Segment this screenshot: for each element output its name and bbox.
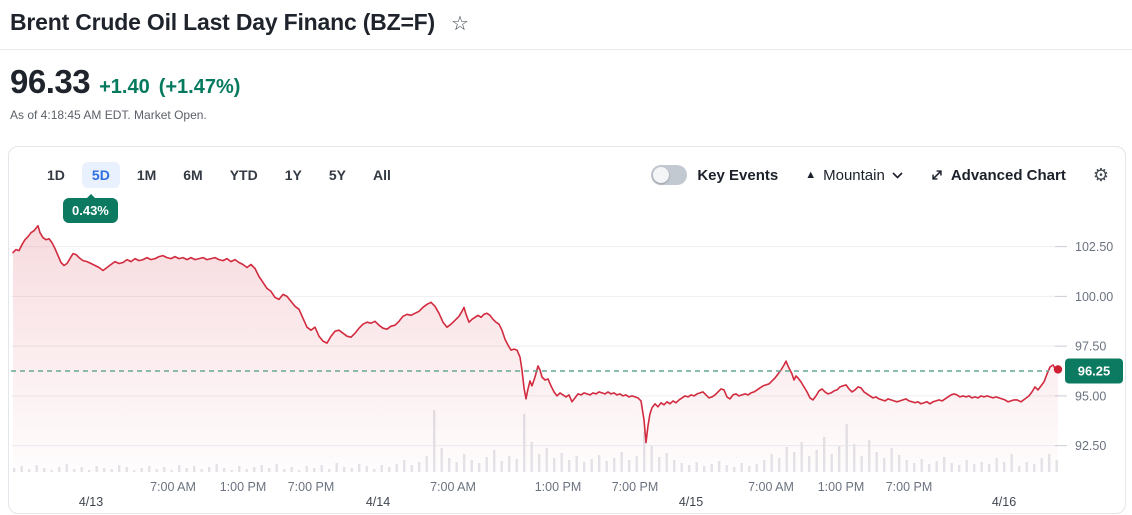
x-tick-time: 7:00 PM — [886, 480, 933, 494]
last-price-badge: 96.25 — [1065, 358, 1123, 384]
key-events-toggle[interactable] — [651, 165, 688, 185]
advanced-chart-link[interactable]: Advanced Chart — [930, 167, 1066, 184]
last-price-dot — [1053, 365, 1063, 374]
range-button-all[interactable]: All — [363, 162, 401, 188]
price-chart[interactable]: 102.50 100.00 97.50 95.00 92.50 96.25 7:00 AM 1… — [9, 201, 1127, 515]
x-tick-date: 4/15 — [679, 495, 703, 509]
last-price: 96.33 — [10, 63, 91, 100]
range-button-5d[interactable]: 5D — [81, 162, 120, 188]
price-change-percent: (+1.47%) — [158, 76, 241, 98]
y-tick-label: 95.00 — [1075, 389, 1106, 403]
price-section: 96.33 +1.40 (+1.47%) As of 4:18:45 AM ED… — [0, 50, 1132, 122]
x-tick-date: 4/13 — [79, 495, 103, 509]
price-line: 96.33 +1.40 (+1.47%) — [10, 63, 1132, 101]
x-tick-time: 1:00 PM — [535, 480, 582, 494]
mountain-icon: ▲ — [805, 168, 817, 181]
gear-icon[interactable]: ⚙ — [1092, 165, 1109, 185]
y-axis-labels: 102.50 100.00 97.50 95.00 92.50 — [1075, 240, 1113, 453]
key-events-group: Key Events — [651, 165, 778, 185]
y-tick-label: 102.50 — [1075, 240, 1113, 254]
x-tick-date: 4/14 — [366, 495, 390, 509]
chart-toolbar: 1D 5D 1M 6M YTD 1Y 5Y All Key Events ▲ M… — [9, 147, 1125, 188]
x-axis-date-labels: 4/13 4/14 4/15 4/16 — [79, 495, 1016, 509]
range-button-1d[interactable]: 1D — [37, 162, 75, 188]
x-axis-time-labels: 7:00 AM 1:00 PM 7:00 PM 7:00 AM 1:00 PM 7:00 … — [150, 480, 932, 494]
toggle-knob — [653, 167, 670, 183]
chart-type-dropdown[interactable]: ▲ Mountain — [805, 167, 903, 184]
range-button-6m[interactable]: 6M — [173, 162, 212, 188]
x-tick-time: 7:00 PM — [288, 480, 335, 494]
quote-header: Brent Crude Oil Last Day Financ (BZ=F) ☆ — [0, 0, 1132, 50]
expand-arrow-icon — [932, 170, 942, 180]
x-tick-time: 7:00 AM — [430, 480, 476, 494]
x-tick-time: 1:00 PM — [818, 480, 865, 494]
y-tick-label: 97.50 — [1075, 340, 1106, 354]
range-button-1y[interactable]: 1Y — [275, 162, 312, 188]
x-tick-date: 4/16 — [992, 495, 1016, 509]
x-tick-time: 7:00 AM — [150, 480, 196, 494]
range-gain-tooltip: 0.43% — [63, 194, 118, 223]
price-line — [12, 224, 1059, 444]
price-area — [13, 225, 1058, 472]
range-button-5y[interactable]: 5Y — [319, 162, 356, 188]
chart-controls: Key Events ▲ Mountain Advanced Chart ⚙ — [651, 165, 1109, 185]
range-buttons: 1D 5D 1M 6M YTD 1Y 5Y All — [37, 162, 401, 188]
page-title: Brent Crude Oil Last Day Financ (BZ=F) — [10, 9, 435, 35]
x-tick-time: 7:00 PM — [612, 480, 659, 494]
price-change: +1.40 — [99, 76, 150, 98]
y-tick-label: 92.50 — [1075, 439, 1106, 453]
chart-type-label: Mountain — [823, 166, 885, 184]
title-row: Brent Crude Oil Last Day Financ (BZ=F) ☆ — [0, 0, 1132, 50]
y-tick-label: 100.00 — [1075, 290, 1113, 304]
key-events-label: Key Events — [697, 166, 779, 184]
x-tick-time: 7:00 AM — [748, 480, 794, 494]
chart-card: 1D 5D 1M 6M YTD 1Y 5Y All Key Events ▲ M… — [8, 146, 1126, 514]
star-icon[interactable]: ☆ — [451, 12, 469, 35]
chevron-down-icon — [892, 171, 903, 179]
x-tick-time: 1:00 PM — [220, 480, 267, 494]
range-button-1m[interactable]: 1M — [127, 162, 166, 188]
as-of-text: As of 4:18:45 AM EDT. Market Open. — [10, 108, 207, 122]
prev-close-badge-label: 96.25 — [1078, 364, 1111, 379]
range-button-ytd[interactable]: YTD — [220, 162, 268, 188]
advanced-chart-label: Advanced Chart — [950, 166, 1066, 184]
